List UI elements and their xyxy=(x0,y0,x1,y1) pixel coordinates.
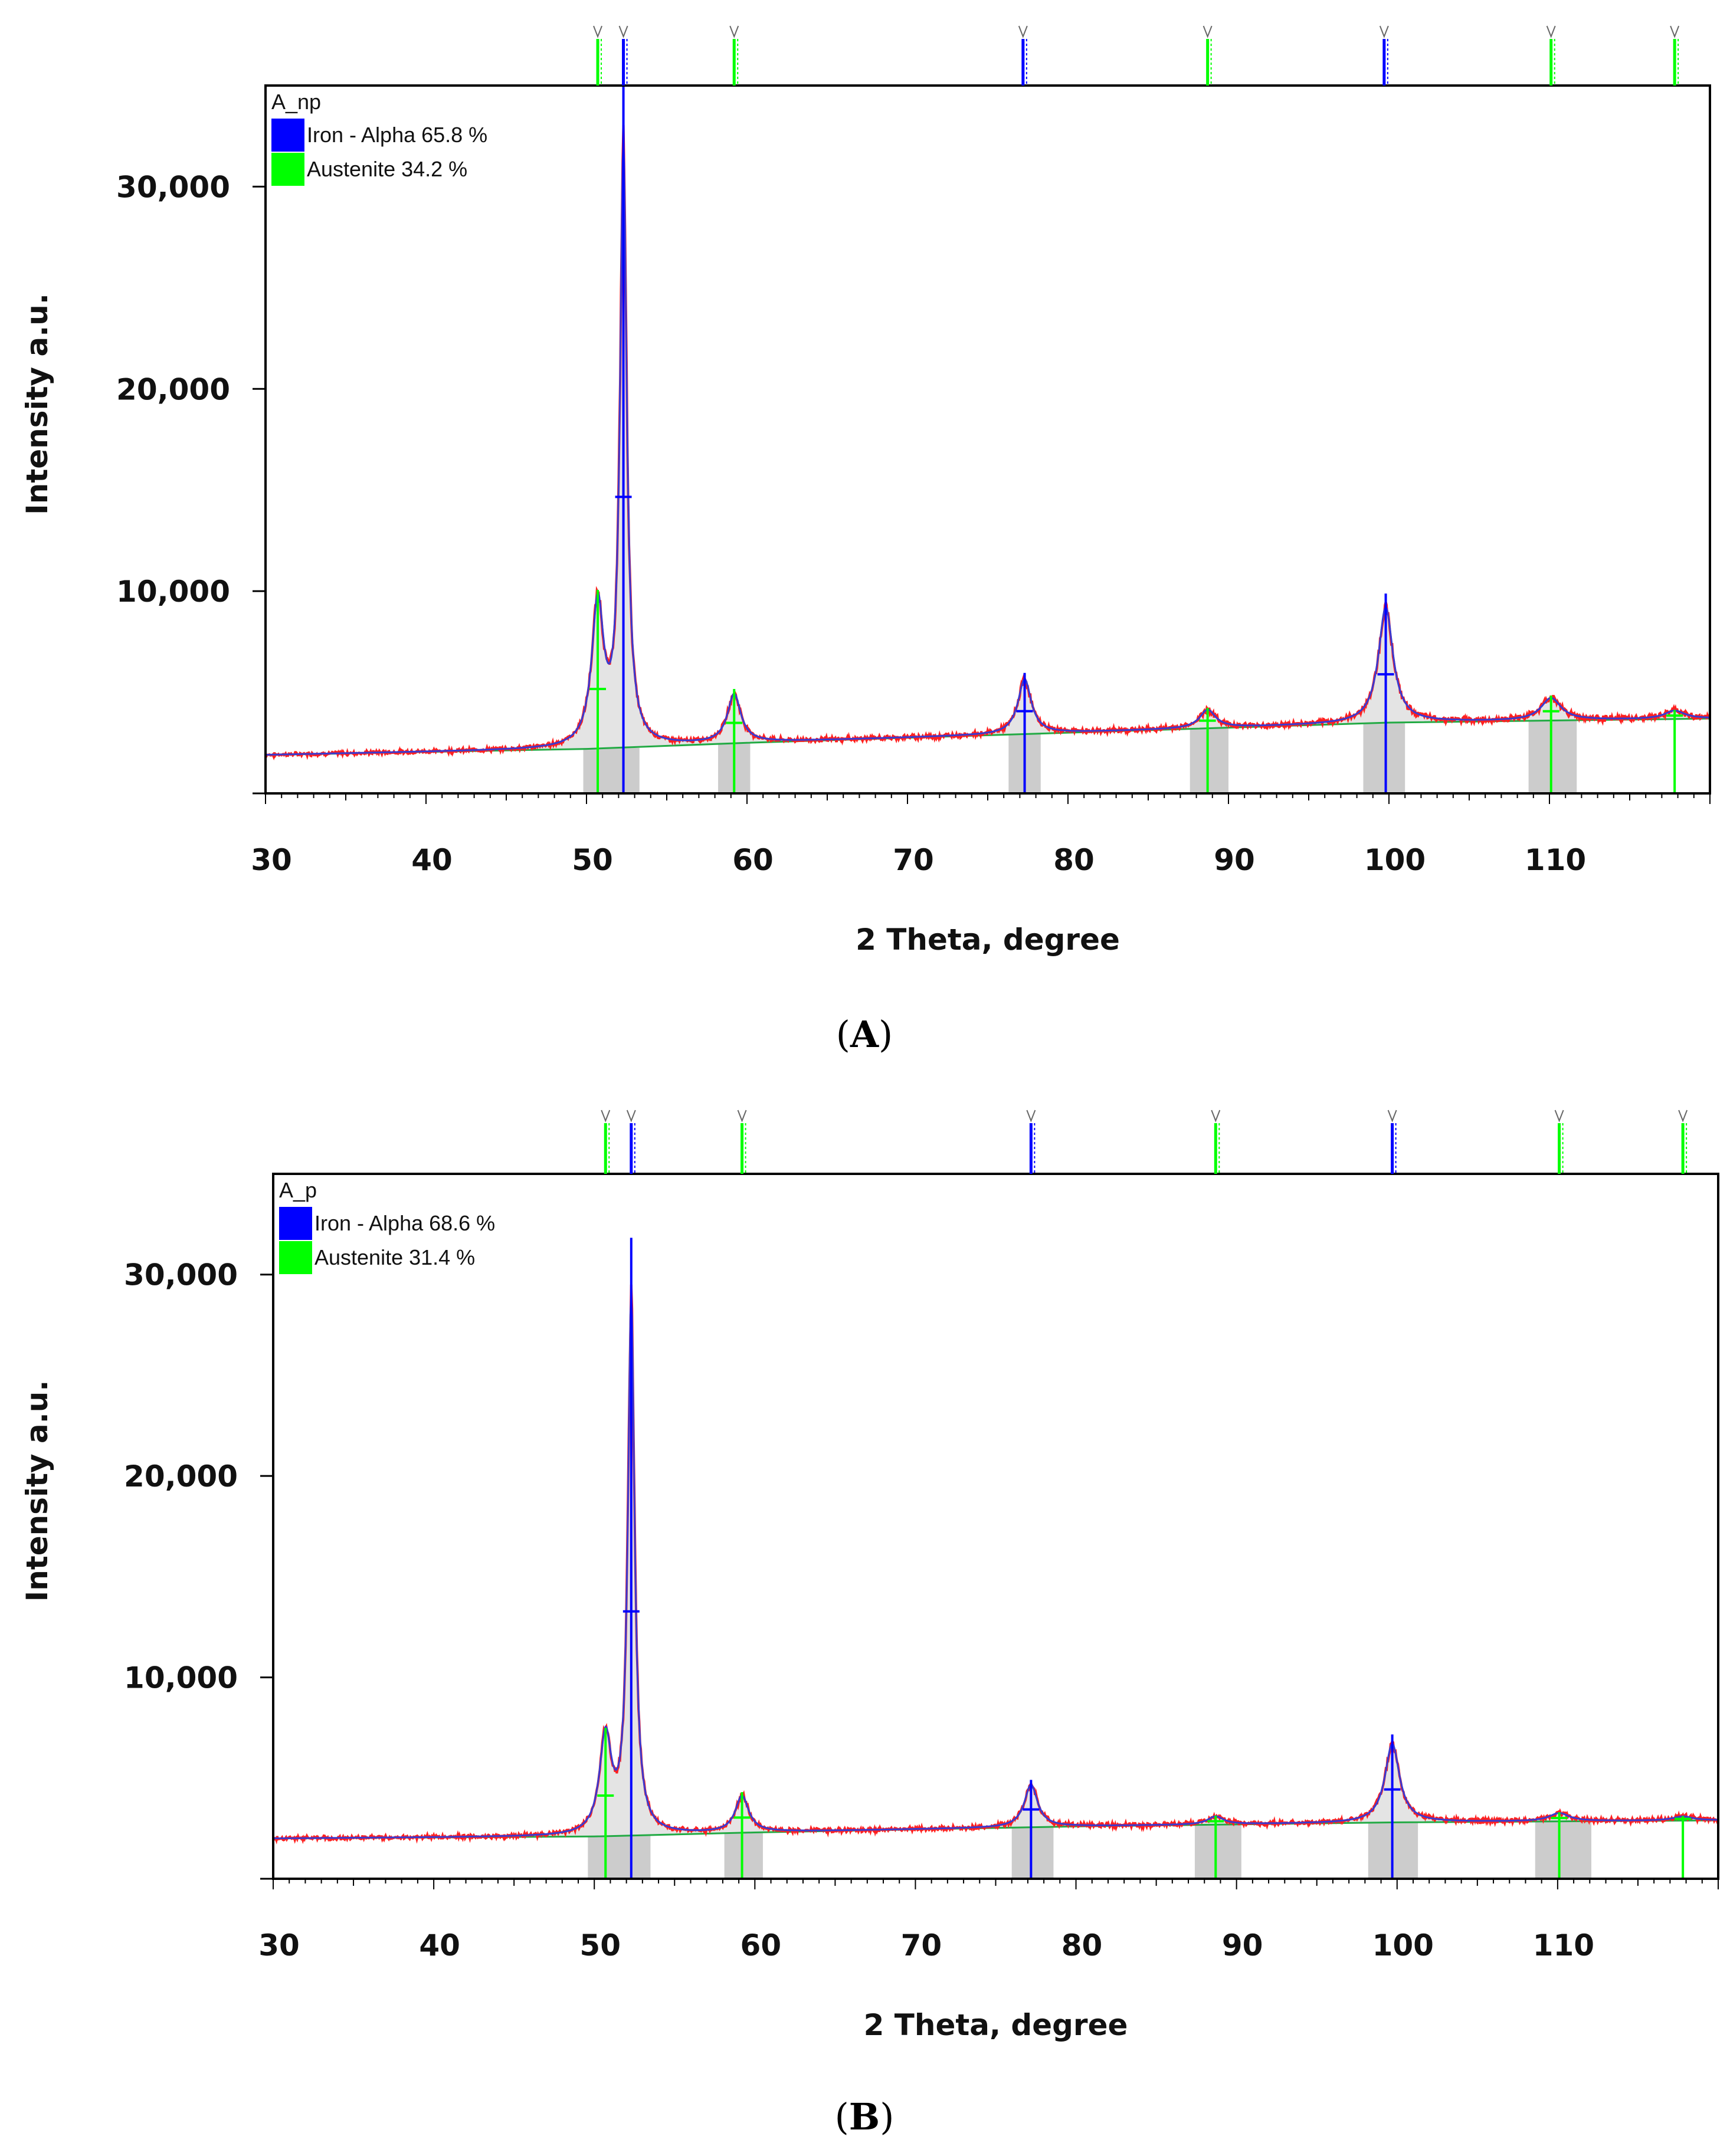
y-tick-label: 20,000 xyxy=(124,1459,238,1494)
legend-label-0: Iron - Alpha 68.6 % xyxy=(314,1211,495,1235)
legend-label-0: Iron - Alpha 65.8 % xyxy=(307,123,487,147)
x-tick-label: 110 xyxy=(1533,1928,1594,1963)
reflection-caret-2 xyxy=(729,25,739,38)
y-tick-label: 30,000 xyxy=(124,1258,238,1292)
x-axis-title: 2 Theta, degree xyxy=(864,2008,1128,2042)
observed-pattern xyxy=(273,1284,1719,1845)
peak-region-5 xyxy=(1528,720,1577,793)
reflection-caret-7 xyxy=(1670,25,1680,38)
panel-label: (A) xyxy=(836,1013,893,1056)
x-tick-label: 100 xyxy=(1364,843,1426,877)
legend-sample-name: A_np xyxy=(271,90,321,114)
plot-frame xyxy=(272,1173,1719,1880)
legend-swatch-0 xyxy=(271,119,304,152)
reflection-caret-0 xyxy=(601,1110,611,1123)
x-tick-label: 60 xyxy=(741,1928,782,1963)
reflection-caret-1 xyxy=(626,1110,636,1123)
peak-region-0 xyxy=(588,1836,651,1879)
reflection-caret-1 xyxy=(618,25,628,38)
x-tick-label: 30 xyxy=(258,1928,300,1963)
reflection-caret-5 xyxy=(1387,1110,1397,1123)
legend-swatch-1 xyxy=(279,1241,312,1274)
peak-region-5 xyxy=(1535,1821,1592,1879)
panel-b: 30 40 50 60 70 80 90 100 110 10,000 20,000 30,000 2 … xyxy=(20,1110,1719,2138)
peak-region-4 xyxy=(1363,723,1405,793)
x-tick-label: 100 xyxy=(1372,1928,1434,1963)
peak-region-3 xyxy=(1190,728,1228,793)
peak-region-0 xyxy=(583,747,640,793)
reflection-caret-6 xyxy=(1546,25,1556,38)
x-tick-label: 70 xyxy=(893,843,934,877)
calculated-pattern xyxy=(265,140,1710,756)
x-tick-label: 30 xyxy=(251,843,292,877)
peak-region-3 xyxy=(1194,1824,1241,1879)
reflection-caret-3 xyxy=(1018,25,1028,38)
y-tick-label: 30,000 xyxy=(116,170,230,204)
reflection-caret-5 xyxy=(1379,25,1389,38)
reflection-caret-2 xyxy=(737,1110,747,1123)
reflection-caret-4 xyxy=(1211,1110,1221,1123)
legend-label-1: Austenite 31.4 % xyxy=(314,1245,475,1269)
x-tick-label: 50 xyxy=(572,843,613,877)
reflection-caret-4 xyxy=(1203,25,1213,38)
x-tick-label: 50 xyxy=(579,1928,621,1963)
reflection-caret-6 xyxy=(1554,1110,1564,1123)
peak-region-1 xyxy=(724,1832,763,1879)
x-tick-label: 90 xyxy=(1222,1928,1263,1963)
calculated-pattern xyxy=(273,1294,1719,1839)
x-tick-label: 110 xyxy=(1525,843,1586,877)
y-axis-title: Intensity a.u. xyxy=(20,293,54,515)
reflection-caret-3 xyxy=(1026,1110,1036,1123)
legend-sample-name: A_p xyxy=(279,1178,317,1202)
x-tick-label: 90 xyxy=(1214,843,1255,877)
x-axis-title: 2 Theta, degree xyxy=(856,923,1120,957)
legend-label-1: Austenite 34.2 % xyxy=(307,157,467,181)
reflection-caret-7 xyxy=(1678,1110,1688,1123)
x-tick-label: 40 xyxy=(419,1928,460,1963)
y-tick-label: 10,000 xyxy=(124,1661,238,1695)
x-tick-label: 70 xyxy=(901,1928,942,1963)
legend-swatch-1 xyxy=(271,153,304,186)
y-tick-label: 10,000 xyxy=(116,575,230,609)
peak-area xyxy=(266,140,1710,755)
y-axis-title: Intensity a.u. xyxy=(20,1380,54,1602)
plot-frame xyxy=(264,84,1711,795)
peak-region-2 xyxy=(1011,1827,1054,1879)
x-tick-label: 40 xyxy=(411,843,453,877)
y-tick-label: 20,000 xyxy=(116,372,230,406)
reflection-caret-0 xyxy=(593,25,602,38)
x-tick-label: 80 xyxy=(1061,1928,1103,1963)
x-tick-label: 60 xyxy=(732,843,774,877)
observed-pattern xyxy=(264,124,1711,761)
panel-a: 30 40 50 60 70 80 90 100 110 10,000 20,000 30,000 2 … xyxy=(20,25,1711,1056)
peak-area xyxy=(273,1294,1718,1839)
x-tick-label: 80 xyxy=(1053,843,1095,877)
panel-label: (B) xyxy=(835,2095,895,2138)
legend-swatch-0 xyxy=(279,1207,312,1240)
